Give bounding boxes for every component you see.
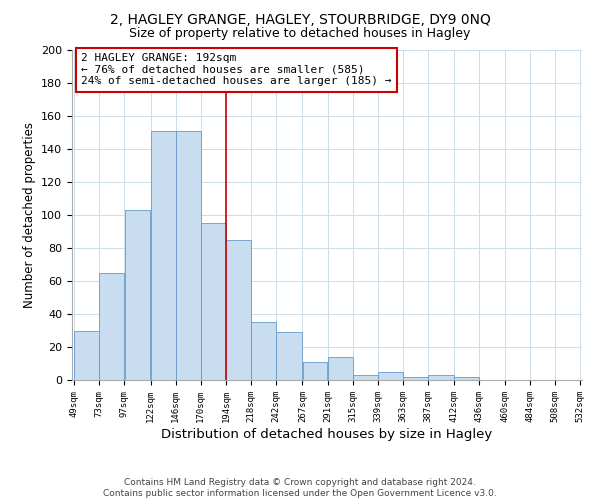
Bar [353,375,377,380]
Bar [201,223,226,380]
Bar [428,375,454,380]
Bar [226,240,251,380]
Bar [403,376,428,380]
Text: Contains HM Land Registry data © Crown copyright and database right 2024.
Contai: Contains HM Land Registry data © Crown c… [103,478,497,498]
Y-axis label: Number of detached properties: Number of detached properties [23,122,35,308]
Bar [151,131,176,380]
Bar [251,322,276,380]
Bar [176,131,200,380]
Bar [74,330,99,380]
Text: Size of property relative to detached houses in Hagley: Size of property relative to detached ho… [130,28,470,40]
Bar [125,210,151,380]
Bar [302,362,328,380]
Bar [378,372,403,380]
Bar [277,332,302,380]
X-axis label: Distribution of detached houses by size in Hagley: Distribution of detached houses by size … [161,428,493,440]
Text: 2 HAGLEY GRANGE: 192sqm
← 76% of detached houses are smaller (585)
24% of semi-d: 2 HAGLEY GRANGE: 192sqm ← 76% of detache… [82,54,392,86]
Bar [100,273,124,380]
Bar [454,376,479,380]
Text: 2, HAGLEY GRANGE, HAGLEY, STOURBRIDGE, DY9 0NQ: 2, HAGLEY GRANGE, HAGLEY, STOURBRIDGE, D… [110,12,490,26]
Bar [328,357,353,380]
